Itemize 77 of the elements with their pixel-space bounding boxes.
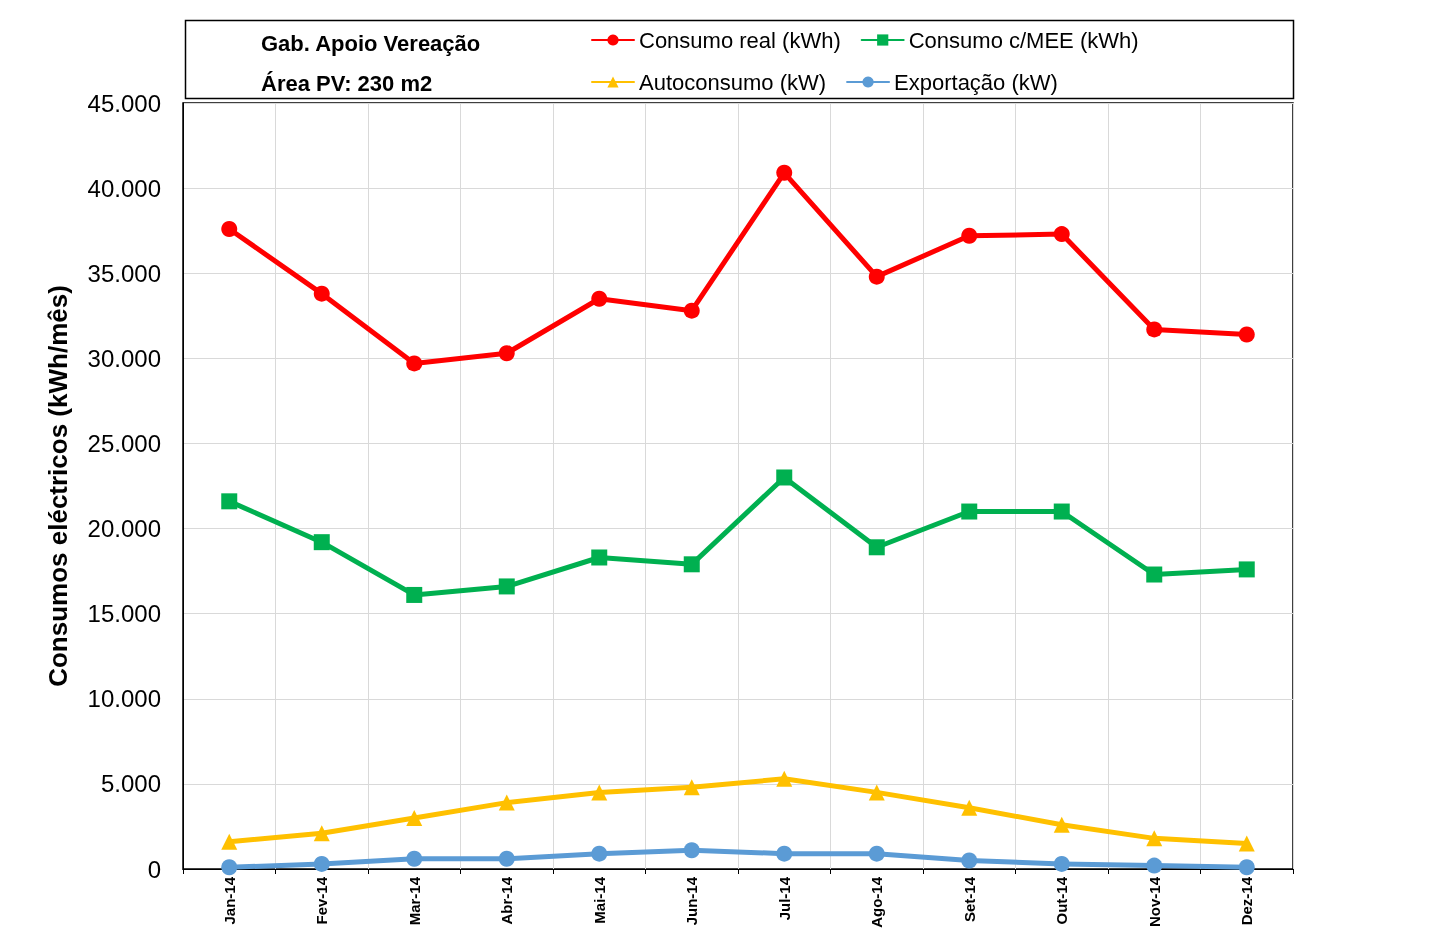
point [313, 855, 330, 872]
x-tick-label: Mar-14 [405, 876, 423, 926]
x-tick-label: Jan-14 [220, 876, 238, 925]
point [498, 578, 515, 595]
point [498, 850, 515, 867]
point [221, 833, 238, 850]
legend-label: Consumo real (kWh) [639, 27, 841, 53]
point [776, 469, 793, 486]
point [221, 859, 238, 876]
point [591, 290, 608, 307]
y-tick-label: 35.000 [87, 259, 161, 287]
point [1053, 503, 1070, 520]
point [406, 850, 423, 867]
point [1146, 321, 1163, 338]
point [961, 852, 978, 869]
point [591, 784, 608, 801]
point [1238, 835, 1255, 852]
point [1053, 816, 1070, 833]
y-tick-label: 15.000 [87, 600, 161, 628]
chart-title: Gab. Apoio Vereação [261, 30, 481, 56]
point [776, 770, 793, 787]
point [1146, 566, 1163, 583]
point [868, 784, 885, 801]
point [406, 355, 423, 372]
point [683, 302, 700, 319]
point [868, 268, 885, 285]
legend-label: Exportação (kW) [894, 69, 1058, 95]
x-tick-label: Dez-14 [1238, 876, 1256, 926]
x-tick-label: Mai-14 [590, 876, 608, 924]
point [313, 534, 330, 551]
x-tick-label: Jul-14 [775, 876, 793, 921]
point [961, 227, 978, 244]
y-tick-label: 0 [147, 855, 161, 883]
legend-label: Consumo c/MEE (kWh) [908, 27, 1139, 53]
point [498, 345, 515, 362]
x-tick-label: Ago-14 [868, 876, 886, 928]
x-tick-label: Nov-14 [1145, 876, 1163, 928]
chart-subtitle: Área PV: 230 m2 [261, 70, 433, 96]
point [1146, 830, 1163, 847]
y-axis-title: Consumos eléctricos (kWh/mês) [43, 285, 73, 687]
point [313, 285, 330, 302]
legend-label: Autoconsumo (kW) [639, 69, 827, 95]
point [498, 794, 515, 811]
point [868, 845, 885, 862]
y-tick-label: 30.000 [87, 344, 161, 372]
x-tick-label: Fev-14 [313, 876, 331, 925]
y-tick-label: 5.000 [100, 770, 161, 798]
point [1146, 857, 1163, 874]
point [683, 779, 700, 796]
point [313, 825, 330, 842]
point [1238, 859, 1255, 876]
point [961, 503, 978, 520]
point [776, 164, 793, 181]
point [1053, 855, 1070, 872]
point [406, 586, 423, 603]
point [221, 493, 238, 510]
point [683, 842, 700, 859]
x-tick-label: Set-14 [960, 876, 978, 923]
y-tick-label: 25.000 [87, 429, 161, 457]
y-tick-label: 20.000 [87, 515, 161, 543]
y-tick-label: 45.000 [87, 89, 161, 117]
point [1238, 561, 1255, 578]
point [868, 539, 885, 556]
point [221, 220, 238, 237]
y-tick-label: 10.000 [87, 685, 161, 713]
point [591, 845, 608, 862]
x-tick-label: Jun-14 [683, 876, 701, 926]
point [1053, 226, 1070, 243]
x-tick-label: Out-14 [1053, 876, 1071, 925]
y-tick-label: 40.000 [87, 174, 161, 202]
x-tick-label: Abr-14 [498, 876, 516, 925]
point [406, 809, 423, 826]
point [776, 845, 793, 862]
point [1238, 326, 1255, 343]
point [683, 556, 700, 573]
point [591, 549, 608, 566]
point [961, 799, 978, 816]
